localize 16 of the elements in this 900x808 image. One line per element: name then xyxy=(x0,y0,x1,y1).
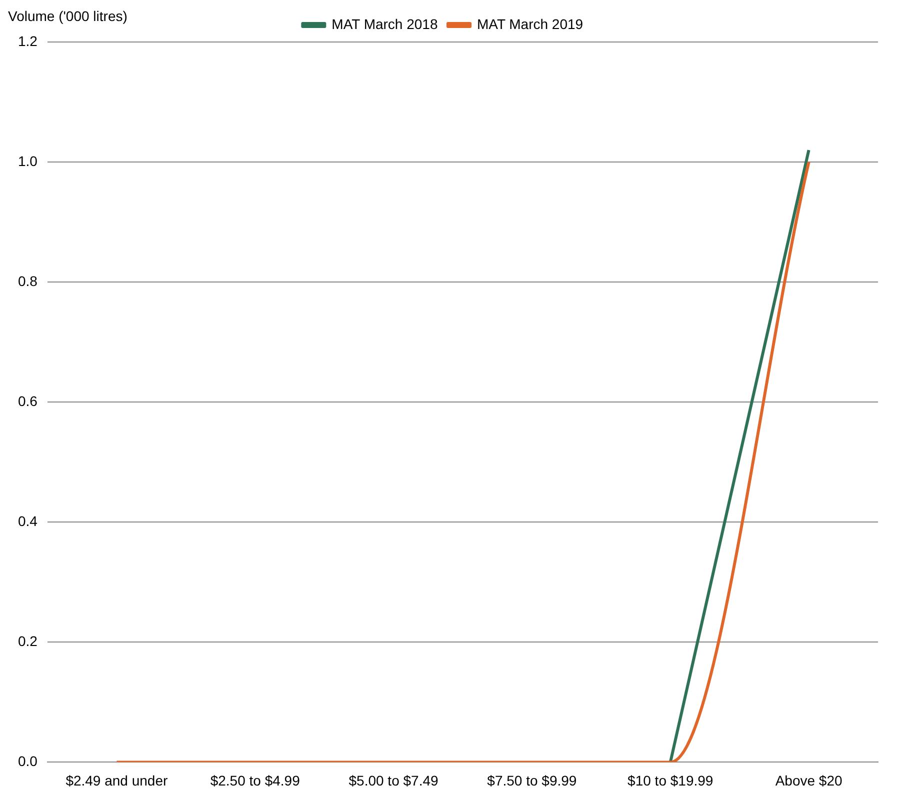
y-tick-label: 0.4 xyxy=(18,512,38,529)
y-axis-title: Volume ('000 litres) xyxy=(8,8,128,24)
x-tick-label: $5.00 to $7.49 xyxy=(348,772,438,788)
legend-label: MAT March 2019 xyxy=(477,16,584,32)
x-tick-label: $2.49 and under xyxy=(66,772,168,788)
legend-label: MAT March 2018 xyxy=(332,16,438,32)
y-tick-label: 0.6 xyxy=(18,392,38,409)
y-tick-label: 0.8 xyxy=(18,272,38,289)
y-tick-label: 1.0 xyxy=(18,152,38,169)
y-tick-label: 0.2 xyxy=(18,633,38,650)
x-tick-label: $2.50 to $4.99 xyxy=(210,772,300,788)
y-tick-label: 0.0 xyxy=(18,753,38,770)
x-tick-label: $7.50 to $9.99 xyxy=(487,772,577,788)
y-tick-label: 1.2 xyxy=(18,32,38,49)
x-tick-label: $10 to $19.99 xyxy=(628,772,714,788)
x-tick-label: Above $20 xyxy=(775,772,842,788)
